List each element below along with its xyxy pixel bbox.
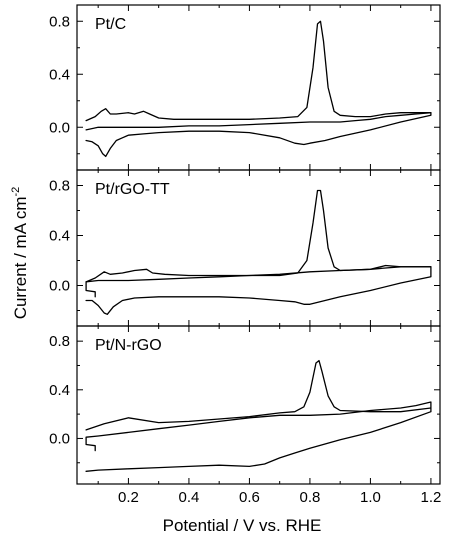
- y-tick-label: 0.0: [49, 430, 70, 447]
- y-tick-label: 0.8: [49, 178, 70, 195]
- x-tick-label: 0.8: [299, 489, 320, 506]
- panel-frame: [76, 4, 441, 171]
- y-tick-label: 0.8: [49, 333, 70, 350]
- panel-label: Pt/C: [95, 16, 126, 33]
- y-axis-label-main: Current / mA cm: [11, 196, 30, 319]
- y-tick-label: 0.8: [49, 13, 70, 30]
- y-tick-label: 0.4: [49, 382, 70, 399]
- panels: 0.8 0.4 0.0 Pt/C 0.8 0.4 0.0 Pt/rGO-TT 0.8 0.4 0.0…: [49, 4, 441, 485]
- x-tick-label: 1.0: [360, 489, 381, 506]
- cv-curve: [85, 112, 432, 158]
- cv-curve: [85, 20, 432, 122]
- x-tick-label: 1.2: [420, 489, 441, 506]
- panel-1: 0.8 0.4 0.0 Pt/rGO-TT: [49, 169, 441, 327]
- panel-label: Pt/rGO-TT: [95, 181, 170, 198]
- y-tick-label: 0.0: [49, 278, 70, 295]
- y-tick-label: 0.0: [49, 119, 70, 136]
- y-axis-label: Current / mA cm-2: [10, 187, 30, 320]
- cv-curve: [85, 359, 432, 431]
- x-tick-label: 0.6: [239, 489, 260, 506]
- y-tick-label: 0.4: [49, 228, 70, 245]
- y-tick-label: 0.4: [49, 66, 70, 83]
- panel-label: Pt/N-rGO: [95, 337, 162, 354]
- x-tick-label: 0.4: [178, 489, 199, 506]
- y-axis-label-sup: -2: [10, 187, 22, 197]
- cv-curve: [85, 266, 432, 315]
- x-tick-labels: 0.2 0.4 0.6 0.8 1.0 1.2: [118, 489, 441, 506]
- cv-curve: [85, 189, 432, 283]
- panel-2: 0.8 0.4 0.0 Pt/N-rGO: [49, 325, 441, 485]
- cv-curve: [85, 401, 432, 472]
- panel-frame: [76, 325, 441, 485]
- x-tick-label: 0.2: [118, 489, 139, 506]
- panel-0: 0.8 0.4 0.0 Pt/C: [49, 4, 441, 171]
- x-axis-label: Potential / V vs. RHE: [163, 516, 322, 535]
